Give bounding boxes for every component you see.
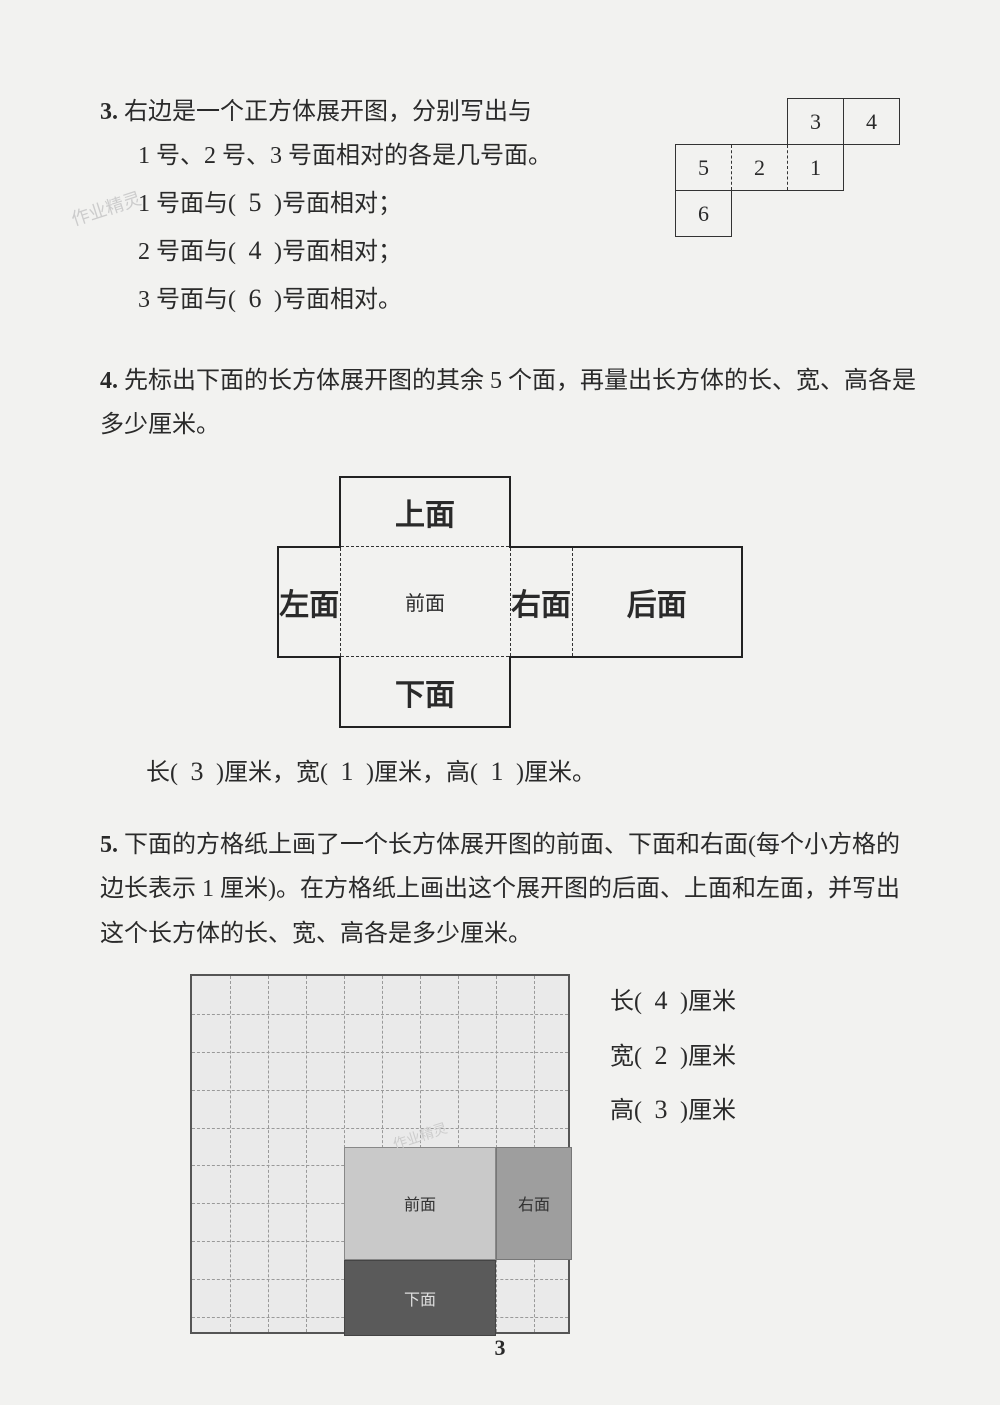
p4-ans-w: 1 bbox=[334, 757, 360, 787]
p4-number: 4. bbox=[100, 368, 118, 394]
grid-face-bottom-face: 下面 bbox=[344, 1260, 496, 1336]
net-cell-2: 2 bbox=[732, 145, 788, 191]
p3-l1-b: )号面相对； bbox=[274, 191, 402, 217]
p5-text: 下面的方格纸上画了一个长方体展开图的前面、下面和右面(每个小方格的边长表示 1 … bbox=[100, 832, 900, 947]
p4-m-a: 长( bbox=[146, 760, 178, 786]
p5-l-b: )厘米 bbox=[680, 989, 736, 1015]
net-cell-3: 3 bbox=[788, 99, 844, 145]
p4-front-label: 前面 bbox=[405, 593, 445, 615]
p3-intro-2: 1 号、2 号、3 号面相对的各是几号面。 bbox=[100, 134, 590, 178]
p3-l3-b: )号面相对。 bbox=[274, 287, 402, 313]
p5-ans-w: 2 bbox=[648, 1029, 674, 1084]
p3-l3-a: 3 号面与( bbox=[138, 287, 236, 313]
p4-bottom-label: 下面 bbox=[395, 679, 455, 712]
p4-left-label: 左面 bbox=[279, 589, 339, 622]
p5-answers: 长( 4 )厘米 宽( 2 )厘米 高( 3 )厘米 bbox=[610, 974, 736, 1138]
p4-ans-l: 3 bbox=[184, 757, 210, 787]
p5-l-a: 长( bbox=[610, 989, 642, 1015]
net-cell-1: 1 bbox=[788, 145, 844, 191]
net-cell-4: 4 bbox=[844, 99, 900, 145]
p5-number: 5. bbox=[100, 832, 118, 858]
p5-ans-h: 3 bbox=[648, 1083, 674, 1138]
cube-net-diagram: 3 4 5 2 1 6 bbox=[675, 98, 900, 237]
grid-paper: 前面右面下面 作业精灵 bbox=[190, 974, 570, 1334]
p5-w-b: )厘米 bbox=[680, 1044, 736, 1070]
p4-top-label: 上面 bbox=[395, 499, 455, 532]
p3-l2-b: )号面相对； bbox=[274, 239, 402, 265]
net-cell-5: 5 bbox=[676, 145, 732, 191]
p3-l2-a: 2 号面与( bbox=[138, 239, 236, 265]
p5-ans-l: 4 bbox=[648, 974, 674, 1029]
net-cell-6: 6 bbox=[676, 191, 732, 237]
problem-5: 5.下面的方格纸上画了一个长方体展开图的前面、下面和右面(每个小方格的边长表示 … bbox=[100, 823, 920, 1334]
page-number: 3 bbox=[0, 1335, 1000, 1361]
p3-intro-1: 右边是一个正方体展开图，分别写出与 bbox=[124, 99, 532, 125]
p5-h-a: 高( bbox=[610, 1098, 642, 1124]
p4-right-label: 右面 bbox=[511, 589, 571, 622]
p3-ans-3: 6 bbox=[242, 275, 268, 323]
p4-ans-h: 1 bbox=[484, 757, 510, 787]
p3-ans-2: 4 bbox=[242, 227, 268, 275]
cuboid-net-diagram: 上面 左面 前面 右面 后面 下面 bbox=[230, 476, 790, 728]
p5-h-b: )厘米 bbox=[680, 1098, 736, 1124]
p3-ans-1: 5 bbox=[242, 179, 268, 227]
grid-face-right-face: 右面 bbox=[496, 1147, 572, 1261]
p3-number: 3. bbox=[100, 99, 118, 125]
p5-w-a: 宽( bbox=[610, 1044, 642, 1070]
p4-m-b: )厘米，宽( bbox=[216, 760, 328, 786]
grid-face-front-face: 前面 bbox=[344, 1147, 496, 1261]
p4-back-label: 后面 bbox=[627, 589, 687, 622]
p3-l1-a: 1 号面与( bbox=[138, 191, 236, 217]
problem-4: 4.先标出下面的长方体展开图的其余 5 个面，再量出长方体的长、宽、高各是多少厘… bbox=[100, 359, 920, 787]
problem-3: 3 4 5 2 1 6 3.右边是一个正方体展开图，分别写出与 1 号、2 号、… bbox=[100, 90, 920, 323]
p4-m-d: )厘米。 bbox=[516, 760, 596, 786]
p4-text: 先标出下面的长方体展开图的其余 5 个面，再量出长方体的长、宽、高各是多少厘米。 bbox=[100, 368, 916, 438]
p4-m-c: )厘米，高( bbox=[366, 760, 478, 786]
